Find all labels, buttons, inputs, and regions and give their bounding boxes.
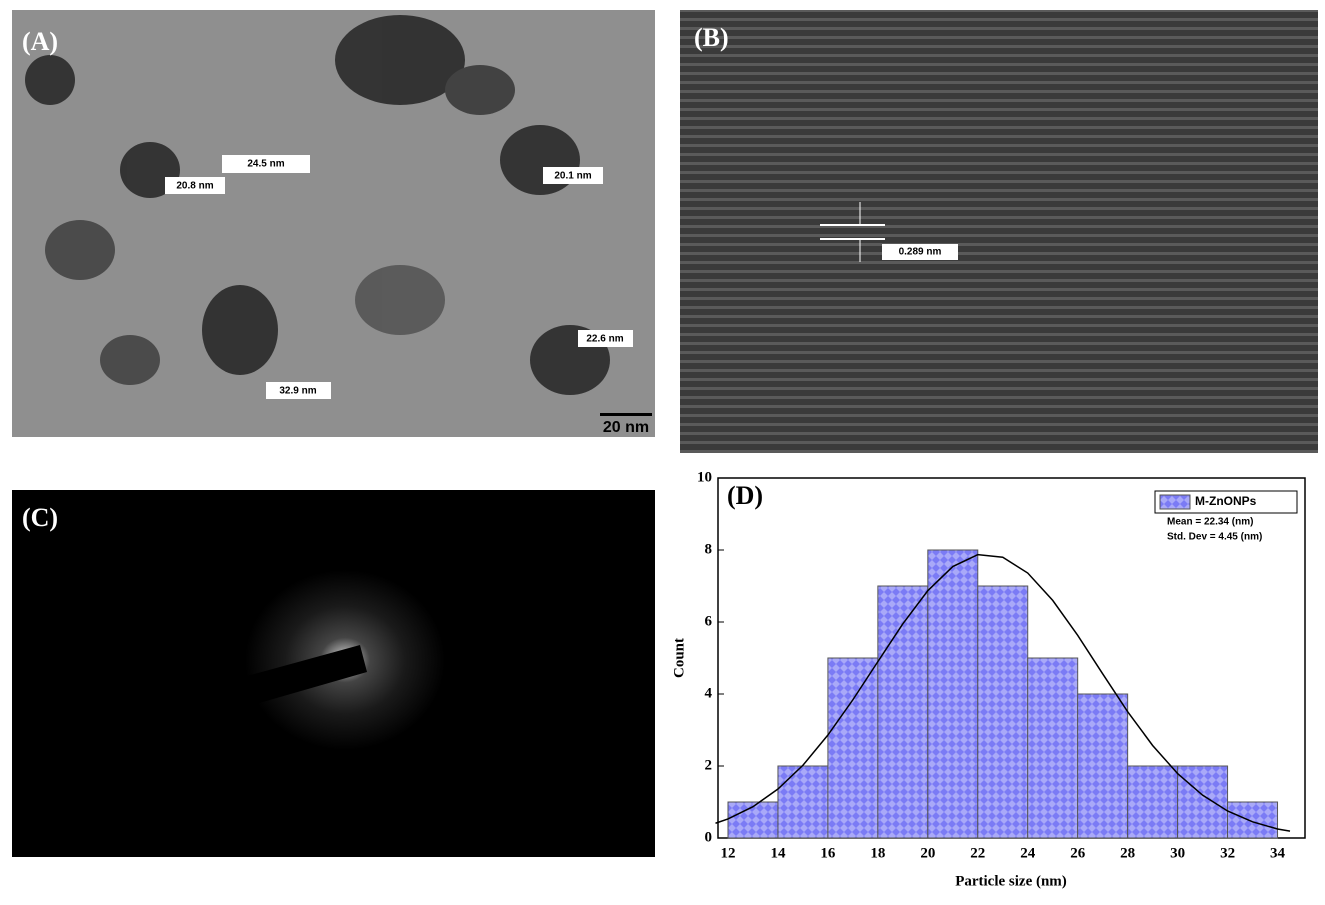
bar	[977, 585, 1029, 839]
bar	[1127, 765, 1179, 839]
panel-label: (C)	[22, 503, 58, 532]
bar	[1227, 801, 1279, 839]
particles	[25, 15, 610, 395]
bar	[1177, 765, 1229, 839]
annotation: Std. Dev = 4.45 (nm)	[1167, 532, 1262, 543]
annotation: Mean = 22.34 (nm)	[1167, 517, 1253, 528]
x-tick-label: 30	[1170, 845, 1185, 861]
annotation: 32.9 nm	[279, 386, 316, 397]
fit-curve	[715, 553, 1291, 832]
legend-swatch	[1159, 494, 1191, 510]
x-tick-label: 32	[1220, 845, 1235, 861]
x-tick-label: 16	[820, 845, 836, 861]
histogram-panel: (D) Particle size (nm) Count Mean = 22.3…	[671, 469, 1306, 889]
scale-bar-label: 20 nm	[603, 419, 649, 436]
legend-label: M-ZnONPs	[1195, 494, 1257, 508]
panel-label: (B)	[694, 23, 729, 52]
bar	[877, 585, 929, 839]
panel-b: (B) 0.289 nm	[680, 10, 1318, 453]
panel-a: (A) 24.5 nm 20.8 nm 20.1 nm 22.6 nm 32.9…	[12, 10, 655, 437]
bar	[827, 657, 879, 839]
annotation: 24.5 nm	[247, 159, 284, 170]
annotation: 20.1 nm	[554, 171, 591, 182]
y-axis-title: Count	[671, 638, 687, 678]
annotation: 0.289 nm	[899, 247, 942, 258]
x-tick-label: 22	[970, 845, 985, 861]
y-tick-label: 8	[705, 541, 713, 557]
x-tick-label: 12	[720, 845, 735, 861]
bar	[727, 801, 779, 839]
bar	[927, 549, 979, 839]
x-tick-label: 24	[1020, 845, 1036, 861]
y-tick-label: 10	[697, 469, 712, 485]
y-tick-label: 6	[705, 613, 713, 629]
x-tick-label: 26	[1070, 845, 1086, 861]
y-tick-label: 0	[705, 829, 713, 845]
annotation: 22.6 nm	[586, 334, 623, 345]
panel-label: (A)	[22, 27, 58, 56]
x-tick-label: 18	[870, 845, 885, 861]
x-axis-title: Particle size (nm)	[955, 873, 1067, 889]
y-tick-label: 2	[705, 757, 713, 773]
annotation: 20.8 nm	[176, 181, 213, 192]
y-tick-label: 4	[705, 685, 713, 701]
panel-c: (C)	[12, 490, 655, 857]
micrograph	[680, 10, 1318, 453]
panel-label: (D)	[727, 481, 763, 510]
bar	[1077, 693, 1129, 839]
bar	[777, 765, 829, 839]
bar	[1027, 657, 1079, 839]
x-tick-label: 34	[1270, 845, 1286, 861]
x-tick-label: 14	[770, 845, 786, 861]
x-tick-label: 28	[1120, 845, 1135, 861]
x-tick-label: 20	[920, 845, 935, 861]
